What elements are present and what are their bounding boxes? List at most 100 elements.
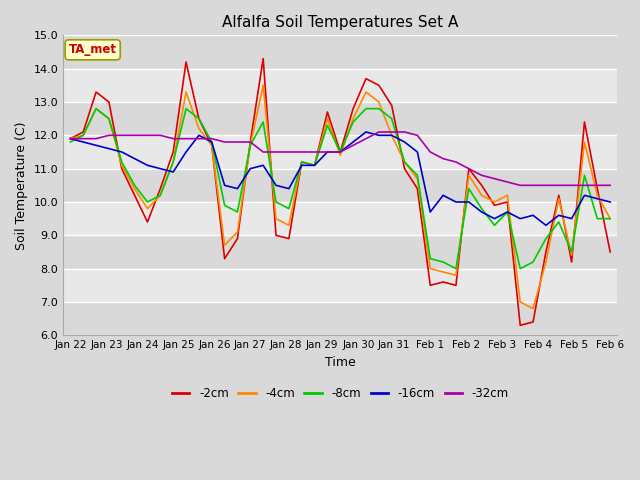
- -2cm: [529, 319, 537, 325]
- -2cm: [143, 219, 151, 225]
- -2cm: [491, 203, 499, 208]
- -2cm: [311, 162, 319, 168]
- -4cm: [208, 143, 216, 148]
- -16cm: [516, 216, 524, 222]
- -4cm: [157, 192, 164, 198]
- -2cm: [426, 282, 434, 288]
- -32cm: [324, 149, 332, 155]
- -8cm: [131, 182, 138, 188]
- -16cm: [324, 149, 332, 155]
- -32cm: [79, 136, 87, 142]
- Line: -16cm: -16cm: [70, 132, 610, 225]
- Line: -2cm: -2cm: [70, 59, 610, 325]
- -2cm: [362, 76, 370, 82]
- -32cm: [580, 182, 588, 188]
- -8cm: [92, 106, 100, 111]
- Bar: [63, 36, 618, 69]
- -32cm: [401, 129, 408, 135]
- -4cm: [555, 196, 563, 202]
- -16cm: [105, 146, 113, 152]
- Bar: [63, 302, 618, 336]
- Bar: [63, 235, 618, 269]
- -4cm: [234, 229, 241, 235]
- -2cm: [580, 119, 588, 125]
- Bar: [63, 202, 618, 235]
- -8cm: [170, 159, 177, 165]
- -16cm: [529, 213, 537, 218]
- -2cm: [195, 116, 203, 121]
- -2cm: [67, 136, 74, 142]
- -8cm: [593, 216, 601, 222]
- -4cm: [568, 252, 575, 258]
- -4cm: [337, 153, 344, 158]
- -2cm: [337, 149, 344, 155]
- -4cm: [478, 192, 486, 198]
- -2cm: [105, 99, 113, 105]
- -8cm: [388, 116, 396, 121]
- -16cm: [362, 129, 370, 135]
- -16cm: [593, 196, 601, 202]
- -8cm: [568, 249, 575, 255]
- -8cm: [439, 259, 447, 265]
- -8cm: [298, 159, 305, 165]
- -32cm: [221, 139, 228, 145]
- -16cm: [568, 216, 575, 222]
- -2cm: [259, 56, 267, 61]
- -8cm: [337, 149, 344, 155]
- -8cm: [491, 222, 499, 228]
- -8cm: [221, 203, 228, 208]
- -16cm: [555, 213, 563, 218]
- -8cm: [555, 219, 563, 225]
- -32cm: [542, 182, 550, 188]
- -16cm: [375, 132, 383, 138]
- -2cm: [606, 249, 614, 255]
- -16cm: [234, 186, 241, 192]
- -32cm: [157, 132, 164, 138]
- -2cm: [375, 83, 383, 88]
- Legend: -2cm, -4cm, -8cm, -16cm, -32cm: -2cm, -4cm, -8cm, -16cm, -32cm: [167, 382, 513, 404]
- -4cm: [606, 216, 614, 222]
- -4cm: [311, 162, 319, 168]
- -8cm: [272, 199, 280, 205]
- -32cm: [491, 176, 499, 181]
- X-axis label: Time: Time: [325, 356, 356, 369]
- -2cm: [221, 256, 228, 262]
- -16cm: [349, 139, 357, 145]
- -2cm: [568, 259, 575, 265]
- -32cm: [182, 136, 190, 142]
- -4cm: [426, 266, 434, 272]
- -4cm: [465, 172, 473, 178]
- -32cm: [606, 182, 614, 188]
- -32cm: [362, 136, 370, 142]
- -4cm: [195, 126, 203, 132]
- -8cm: [478, 206, 486, 212]
- -4cm: [182, 89, 190, 95]
- -4cm: [79, 132, 87, 138]
- -16cm: [439, 192, 447, 198]
- -32cm: [337, 149, 344, 155]
- -2cm: [79, 129, 87, 135]
- -16cm: [272, 182, 280, 188]
- -4cm: [246, 143, 254, 148]
- Y-axis label: Soil Temperature (C): Soil Temperature (C): [15, 121, 28, 250]
- -8cm: [426, 256, 434, 262]
- -16cm: [504, 209, 511, 215]
- -32cm: [234, 139, 241, 145]
- -4cm: [542, 259, 550, 265]
- -32cm: [170, 136, 177, 142]
- -16cm: [208, 139, 216, 145]
- -2cm: [285, 236, 292, 241]
- -16cm: [337, 149, 344, 155]
- -8cm: [234, 209, 241, 215]
- -2cm: [234, 236, 241, 241]
- -32cm: [131, 132, 138, 138]
- -32cm: [67, 136, 74, 142]
- -16cm: [182, 149, 190, 155]
- -4cm: [504, 192, 511, 198]
- -4cm: [92, 106, 100, 111]
- -32cm: [478, 172, 486, 178]
- -32cm: [375, 129, 383, 135]
- -16cm: [195, 132, 203, 138]
- -32cm: [285, 149, 292, 155]
- -16cm: [131, 156, 138, 162]
